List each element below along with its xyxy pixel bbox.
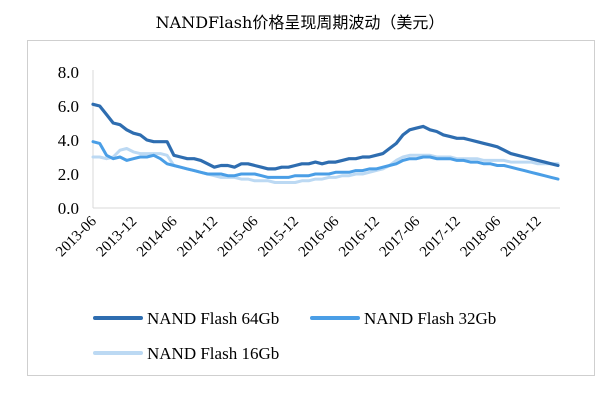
chart-frame <box>27 40 595 376</box>
x-tick-label: 2017-12 <box>417 214 464 261</box>
series-line-32gb <box>91 140 560 181</box>
x-tick-label: 2018-06 <box>458 213 505 260</box>
chart-title: NANDFlash价格呈现周期波动（美元） <box>155 13 445 32</box>
series-line-16gb <box>91 147 560 184</box>
x-tick-label: 2017-06 <box>377 213 424 260</box>
x-tick-label: 2014-06 <box>134 213 181 260</box>
x-tick-label: 2018-12 <box>498 214 545 261</box>
y-tick-label: 6.0 <box>58 97 79 116</box>
x-tick-label: 2016-12 <box>336 214 383 261</box>
x-tick-label: 2014-12 <box>174 214 221 261</box>
x-tick-label: 2015-12 <box>255 214 302 261</box>
y-tick-label: 0.0 <box>58 199 79 218</box>
y-tick-label: 4.0 <box>58 131 79 150</box>
legend-label: NAND Flash 64Gb <box>147 309 279 328</box>
y-tick-label: 8.0 <box>58 63 79 82</box>
x-tick-label: 2013-12 <box>94 214 141 261</box>
series-line-64gb <box>91 102 560 171</box>
x-tick-label: 2015-06 <box>215 213 262 260</box>
x-tick-label: 2016-06 <box>296 213 343 260</box>
y-tick-label: 2.0 <box>58 165 79 184</box>
legend-label: NAND Flash 16Gb <box>147 344 279 363</box>
legend-label: NAND Flash 32Gb <box>364 309 496 328</box>
x-tick-label: 2013-06 <box>53 213 100 260</box>
